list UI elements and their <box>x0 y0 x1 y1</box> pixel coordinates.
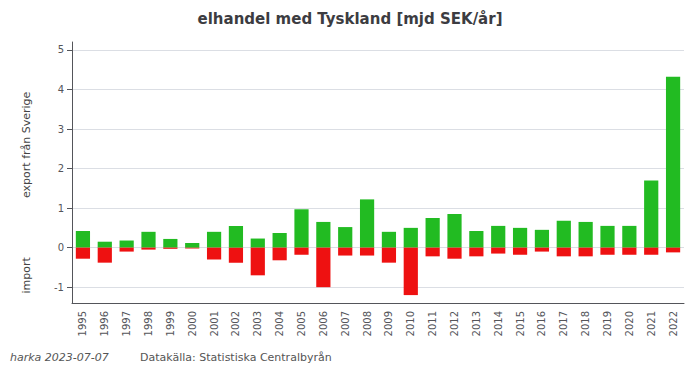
svg-text:2017: 2017 <box>558 311 569 336</box>
svg-text:2008: 2008 <box>362 311 373 336</box>
svg-text:2011: 2011 <box>427 311 438 336</box>
svg-text:harka 2023-07-07: harka 2023-07-07 <box>10 351 109 364</box>
svg-text:2010: 2010 <box>405 311 416 336</box>
svg-text:1: 1 <box>58 203 64 214</box>
svg-text:2016: 2016 <box>536 311 547 336</box>
svg-text:Datakälla: Statistiska Central: Datakälla: Statistiska Centralbyrån <box>140 351 332 364</box>
svg-text:2014: 2014 <box>493 311 504 336</box>
svg-text:1997: 1997 <box>121 311 132 336</box>
svg-text:1998: 1998 <box>143 311 154 336</box>
svg-text:-1: -1 <box>54 282 64 293</box>
svg-text:export från Sverige: export från Sverige <box>20 91 33 198</box>
svg-text:0: 0 <box>58 242 64 253</box>
svg-text:2007: 2007 <box>340 311 351 336</box>
svg-text:2020: 2020 <box>624 311 635 336</box>
svg-text:2001: 2001 <box>209 311 220 336</box>
svg-text:elhandel med Tyskland [mjd SEK: elhandel med Tyskland [mjd SEK/år] <box>198 10 503 28</box>
svg-text:2012: 2012 <box>449 311 460 336</box>
svg-text:1999: 1999 <box>165 311 176 336</box>
svg-text:2018: 2018 <box>580 311 591 336</box>
svg-text:import: import <box>20 256 33 293</box>
svg-text:2002: 2002 <box>230 311 241 336</box>
svg-text:2021: 2021 <box>646 311 657 336</box>
svg-text:1996: 1996 <box>99 311 110 336</box>
svg-text:2004: 2004 <box>274 311 285 336</box>
svg-text:5: 5 <box>58 44 64 55</box>
svg-text:2000: 2000 <box>187 311 198 336</box>
svg-text:2005: 2005 <box>296 311 307 336</box>
svg-text:1995: 1995 <box>77 311 88 336</box>
svg-text:2015: 2015 <box>515 311 526 336</box>
svg-text:2006: 2006 <box>318 311 329 336</box>
svg-text:2009: 2009 <box>383 311 394 336</box>
svg-text:2: 2 <box>58 163 64 174</box>
svg-text:2013: 2013 <box>471 311 482 336</box>
svg-text:2019: 2019 <box>602 311 613 336</box>
svg-text:4: 4 <box>58 84 64 95</box>
svg-text:2003: 2003 <box>252 311 263 336</box>
svg-text:2022: 2022 <box>668 311 679 336</box>
svg-text:3: 3 <box>58 124 64 135</box>
